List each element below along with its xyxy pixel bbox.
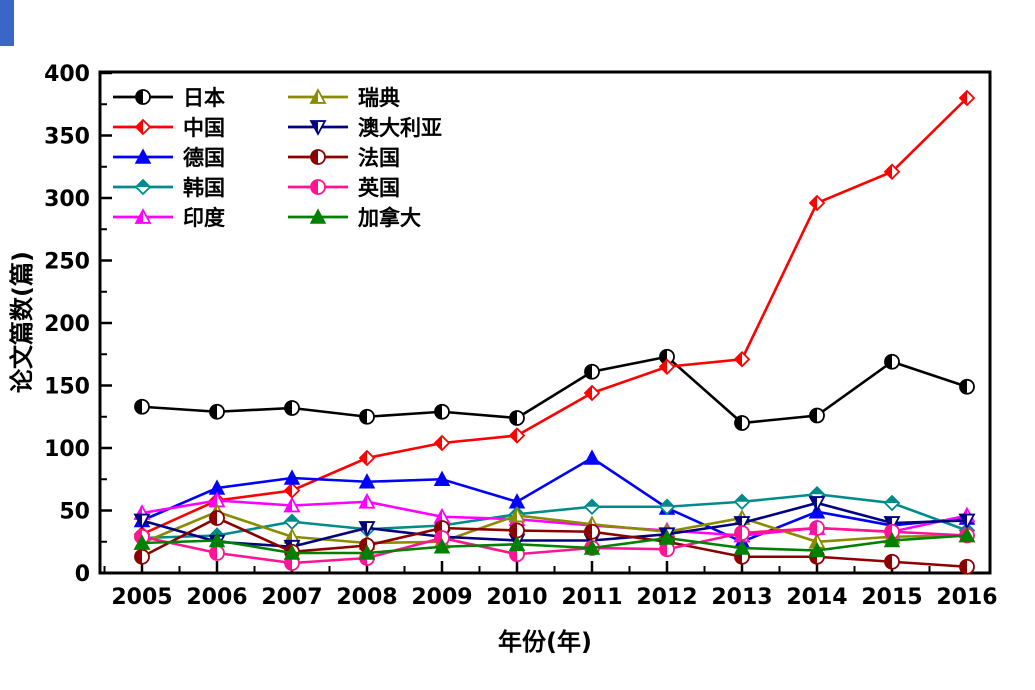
- legend-label: 中国: [183, 116, 225, 140]
- x-tick-label: 2014: [786, 585, 847, 610]
- series-line: [141, 516, 968, 569]
- y-tick-label: 50: [59, 500, 90, 525]
- series-加拿大: [133, 526, 976, 560]
- legend-label: 印度: [183, 206, 225, 230]
- x-tick-label: 2016: [936, 585, 997, 610]
- x-tick-label: 2015: [861, 585, 922, 610]
- series-line: [141, 534, 968, 555]
- legend-label: 加拿大: [357, 206, 421, 230]
- x-tick-label: 2009: [411, 585, 472, 610]
- legend-item-法国: 法国: [288, 146, 400, 170]
- x-tick-label: 2007: [261, 585, 322, 610]
- series-英国: [134, 520, 975, 571]
- x-tick-label: 2011: [561, 585, 622, 610]
- y-axis: 0 50 100 150 200 250 300 350 400: [44, 62, 112, 587]
- y-tick-label: 100: [44, 437, 90, 462]
- x-tick-label: 2005: [111, 585, 172, 610]
- blue-strip: [0, 0, 14, 46]
- legend-label: 日本: [183, 86, 225, 110]
- legend-item-瑞典: 瑞典: [288, 86, 400, 110]
- y-tick-label: 250: [44, 250, 90, 275]
- y-tick-label: 400: [44, 62, 90, 87]
- x-axis: 2005 2006 2007 2008 2009 2010 2011 2012 2013 2014…: [103, 561, 998, 610]
- series-德国: [133, 449, 976, 549]
- legend-label: 法国: [358, 146, 400, 170]
- y-tick-label: 150: [44, 375, 90, 400]
- legend-label: 英国: [358, 176, 400, 200]
- y-tick-label: 350: [44, 125, 90, 150]
- legend-item-澳大利亚: 澳大利亚: [288, 116, 442, 140]
- legend-item-中国: 中国: [113, 116, 225, 140]
- legend-label: 德国: [183, 146, 225, 170]
- series-日本: [134, 348, 975, 431]
- x-tick-label: 2012: [636, 585, 697, 610]
- x-tick-label: 2010: [486, 585, 547, 610]
- series-line: [141, 526, 968, 565]
- series-line: [141, 510, 968, 545]
- y-axis-title: 论文篇数(篇): [8, 251, 36, 393]
- x-tick-label: 2006: [186, 585, 247, 610]
- legend-item-加拿大: 加拿大: [288, 206, 421, 230]
- y-tick-label: 200: [44, 312, 90, 337]
- y-tick-label: 0: [75, 562, 90, 587]
- series-line: [141, 456, 968, 544]
- legend-item-印度: 印度: [113, 206, 225, 230]
- series-line: [141, 492, 968, 540]
- legend-item-英国: 英国: [288, 176, 400, 200]
- series-中国: [133, 89, 976, 543]
- legend-label: 澳大利亚: [358, 116, 442, 140]
- legend-label: 韩国: [183, 176, 225, 200]
- series-line: [141, 355, 968, 425]
- x-axis-title: 年份(年): [498, 628, 592, 656]
- y-tick-label: 300: [44, 187, 90, 212]
- x-tick-label: 2008: [336, 585, 397, 610]
- x-tick-label: 2013: [711, 585, 772, 610]
- legend-label: 瑞典: [358, 86, 400, 110]
- series-line: [141, 97, 968, 536]
- legend-item-日本: 日本: [113, 86, 225, 110]
- series-法国: [134, 510, 975, 575]
- legend-item-德国: 德国: [113, 146, 225, 170]
- legend-item-韩国: 韩国: [113, 176, 225, 200]
